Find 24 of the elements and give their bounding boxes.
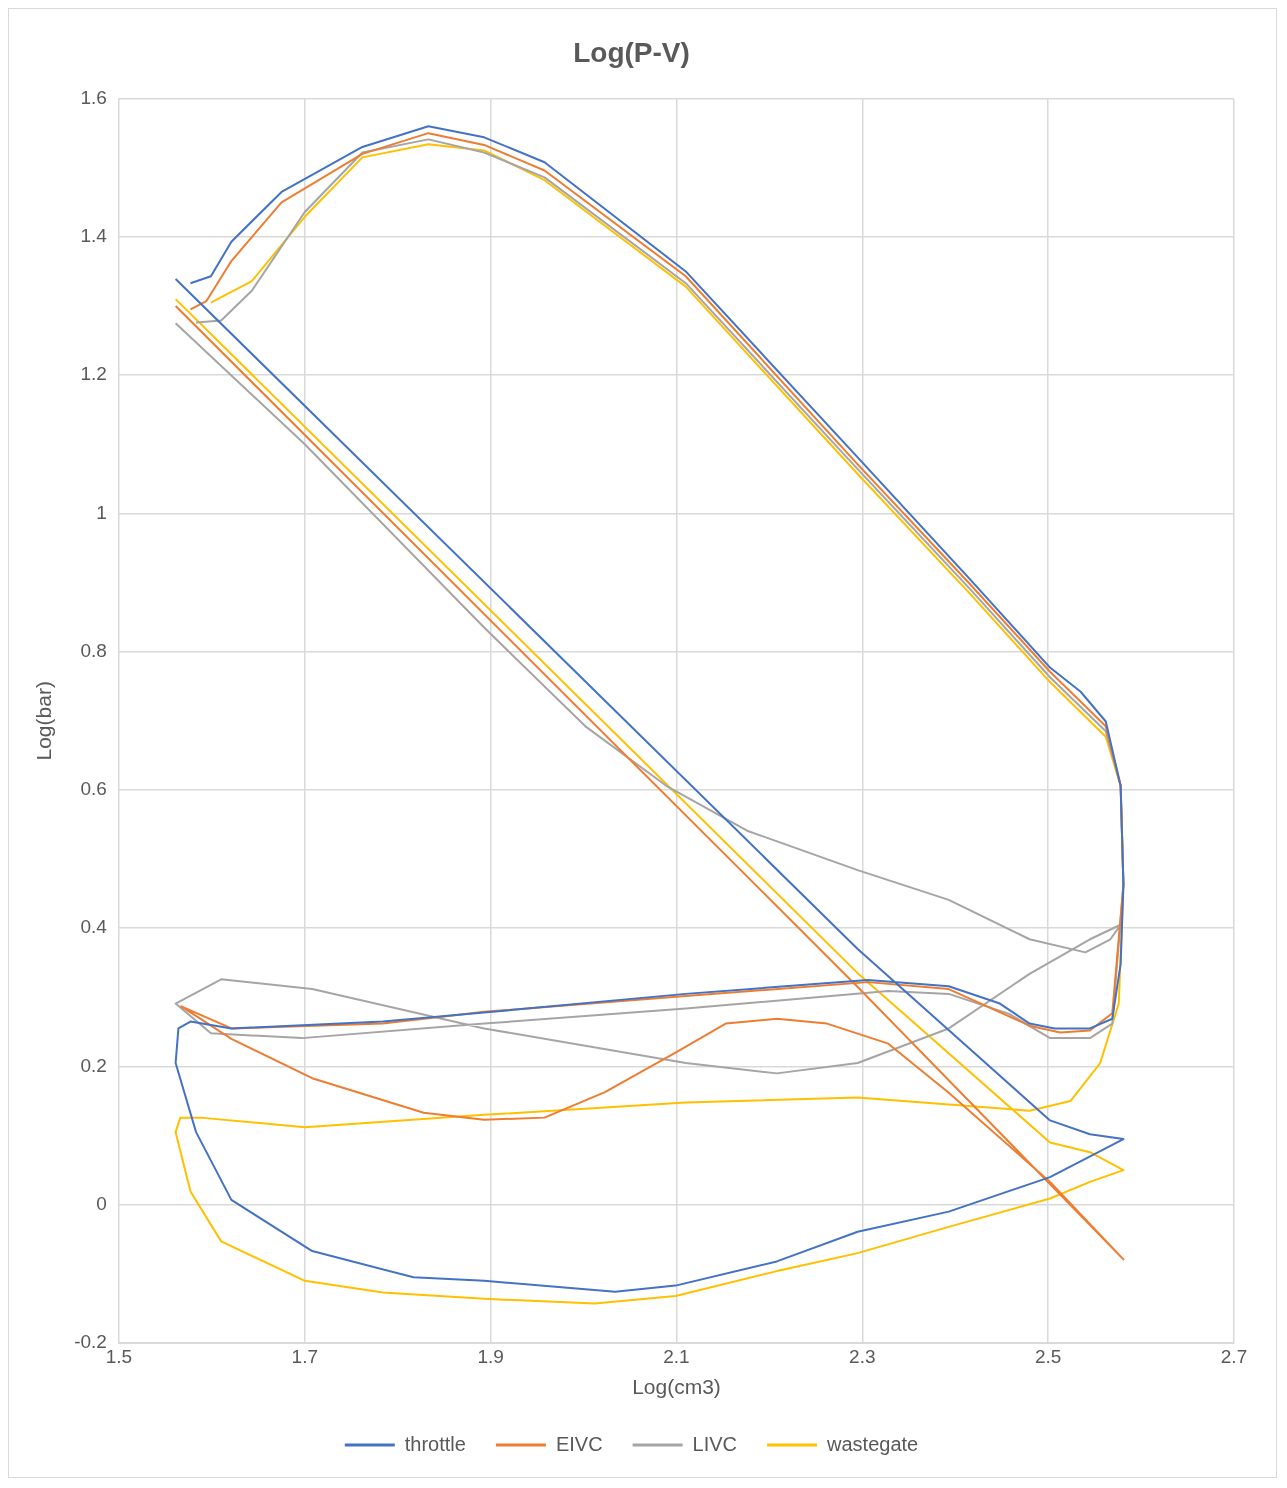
y-axis-title: Log(bar) xyxy=(32,681,56,761)
x-tick-label: 2.7 xyxy=(1220,1345,1248,1367)
legend-label: throttle xyxy=(404,1432,466,1455)
x-tick-label: 2.5 xyxy=(1034,1345,1062,1367)
chart-title: Log(P-V) xyxy=(573,36,690,68)
x-tick-label: 1.7 xyxy=(291,1345,318,1367)
x-tick-label: 2.1 xyxy=(663,1345,690,1367)
legend-label: EIVC xyxy=(555,1432,603,1455)
x-tick-label: 1.9 xyxy=(477,1345,504,1367)
legend-label: wastegate xyxy=(826,1432,919,1455)
y-tick-label: 1 xyxy=(96,501,107,523)
y-tick-label: 0.4 xyxy=(80,916,108,938)
legend-label: LIVC xyxy=(692,1432,738,1455)
y-tick-label: 0.2 xyxy=(80,1054,107,1076)
x-tick-label: 1.5 xyxy=(105,1345,133,1367)
x-axis-title: Log(cm3) xyxy=(632,1375,721,1399)
y-tick-label: 0 xyxy=(96,1192,107,1214)
y-tick-label: 0.8 xyxy=(80,639,107,661)
y-tick-label: 0.6 xyxy=(80,778,107,800)
x-tick-label: 2.3 xyxy=(849,1345,876,1367)
y-tick-label: -0.2 xyxy=(74,1331,107,1353)
y-tick-label: 1.2 xyxy=(80,363,107,385)
y-tick-label: 1.6 xyxy=(80,86,107,108)
y-tick-label: 1.4 xyxy=(80,225,108,247)
